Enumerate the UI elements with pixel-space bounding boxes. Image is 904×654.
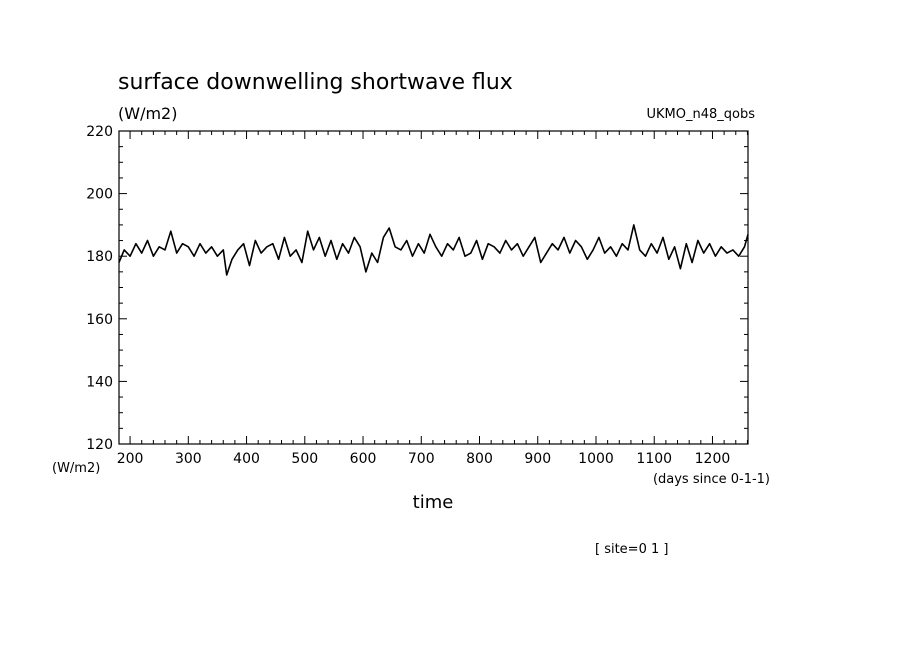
- y-tick-label: 160: [86, 312, 113, 328]
- x-axis-label: time: [413, 492, 454, 513]
- x-tick-label: 400: [233, 451, 260, 467]
- y-tick-labels: 120 140 160 180 200 220: [86, 124, 113, 453]
- x-tick-label: 900: [524, 451, 551, 467]
- axis-ticks: [119, 130, 748, 445]
- series-line: [118, 224, 749, 276]
- x-tick-label: 500: [291, 451, 318, 467]
- y-tick-label: 220: [86, 124, 113, 140]
- y-tick-label: 180: [86, 249, 113, 265]
- x-tick-label: 1200: [695, 451, 731, 467]
- y-tick-label: 200: [86, 187, 113, 203]
- site-label: [ site=0 1 ]: [595, 542, 668, 557]
- y-tick-label: 120: [86, 437, 113, 453]
- x-tick-label: 700: [408, 451, 435, 467]
- chart-title: surface downwelling shortwave flux: [118, 70, 513, 95]
- units-label: (W/m2): [118, 104, 177, 123]
- x-tick-label: 1100: [636, 451, 672, 467]
- x-tick-label: 200: [117, 451, 144, 467]
- x-tick-label: 1000: [578, 451, 614, 467]
- x-tick-labels: 200 300 400 500 600 700 800 900 1000 1100 1200: [117, 451, 731, 467]
- y-tick-label: 140: [86, 374, 113, 390]
- x-tick-label: 300: [175, 451, 202, 467]
- x-tick-label: 800: [466, 451, 493, 467]
- x-axis-units: (days since 0-1-1): [653, 472, 770, 487]
- x-tick-label: 600: [350, 451, 377, 467]
- y-axis-label: (W/m2): [52, 461, 100, 476]
- model-label: UKMO_n48_qobs: [646, 107, 755, 122]
